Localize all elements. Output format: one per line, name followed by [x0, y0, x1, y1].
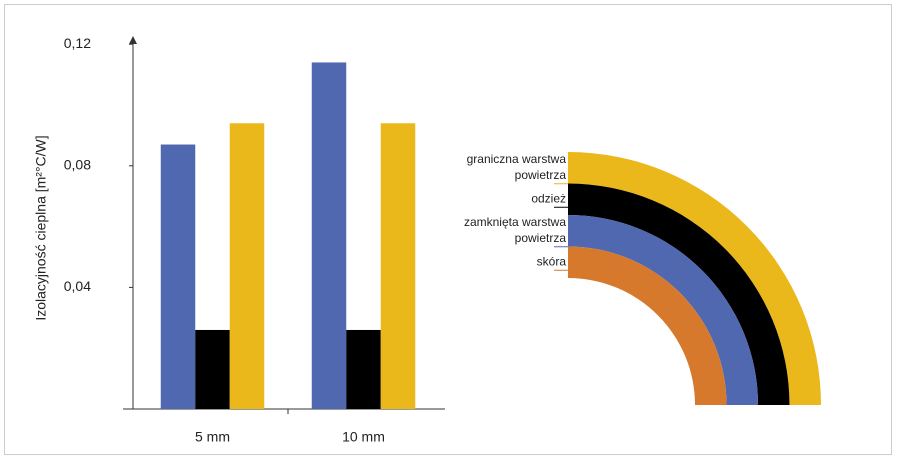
y-tick-label: 0,08	[64, 157, 91, 173]
x-tick-label: 10 mm	[342, 429, 385, 445]
chart: Izolacyjność cieplna [m²°C/W] graniczna …	[0, 0, 897, 460]
bar	[195, 330, 230, 409]
bar	[381, 123, 416, 409]
layer-label: skóra	[537, 254, 567, 268]
layer-label: odzież	[531, 191, 566, 205]
layer-label: powietrza	[515, 168, 567, 182]
x-tick-label: 5 mm	[195, 429, 230, 445]
layer-label: powietrza	[515, 231, 567, 245]
bar	[230, 123, 265, 409]
bar	[312, 62, 347, 409]
y-axis-label: Izolacyjność cieplna [m²°C/W]	[33, 135, 49, 320]
layer-label: zamknięta warstwa	[464, 215, 566, 229]
layer-label: graniczna warstwa	[467, 152, 567, 166]
y-tick-label: 0,12	[64, 35, 91, 51]
bar	[161, 145, 196, 409]
y-tick-label: 0,04	[64, 278, 91, 294]
bar	[346, 330, 381, 409]
